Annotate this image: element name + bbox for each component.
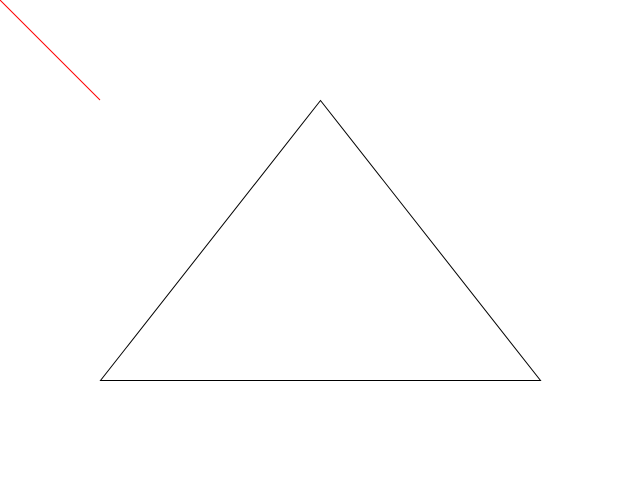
red-diagonal-line bbox=[0, 0, 101, 101]
triangle bbox=[99, 99, 542, 381]
